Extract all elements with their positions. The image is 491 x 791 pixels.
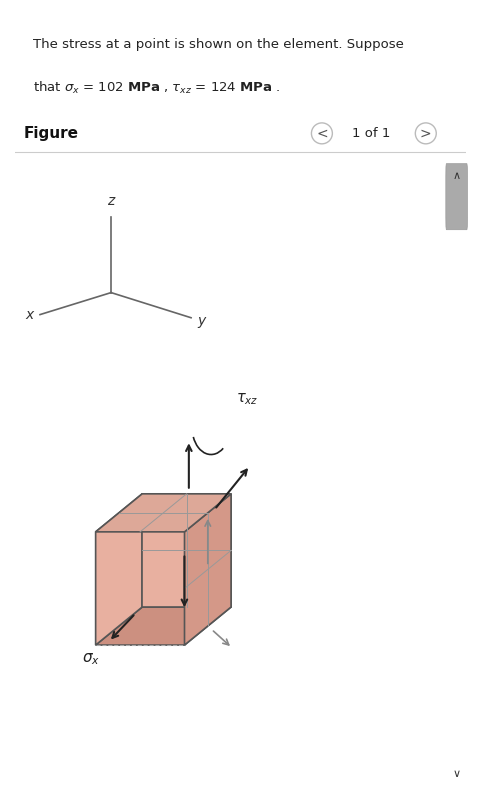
Text: The stress at a point is shown on the element. Suppose: The stress at a point is shown on the el…	[33, 37, 404, 51]
Text: ∨: ∨	[453, 769, 461, 778]
Text: >: >	[420, 127, 432, 140]
Text: 1 of 1: 1 of 1	[353, 127, 391, 140]
Polygon shape	[185, 494, 231, 645]
Text: $\tau_{xz}$: $\tau_{xz}$	[236, 392, 258, 407]
FancyBboxPatch shape	[446, 164, 467, 229]
Text: x: x	[25, 308, 33, 322]
Text: Figure: Figure	[24, 126, 79, 141]
Text: ∧: ∧	[453, 172, 461, 181]
Polygon shape	[96, 494, 231, 532]
Polygon shape	[96, 494, 142, 645]
Text: that $\sigma_x$ = 102 $\mathbf{MPa}$ , $\tau_{xz}$ = 124 $\mathbf{MPa}$ .: that $\sigma_x$ = 102 $\mathbf{MPa}$ , $…	[33, 80, 280, 97]
Text: z: z	[108, 194, 115, 208]
Text: y: y	[198, 314, 206, 328]
Polygon shape	[96, 607, 231, 645]
Polygon shape	[142, 494, 231, 607]
Text: $\sigma_x$: $\sigma_x$	[82, 651, 100, 667]
Text: <: <	[316, 127, 327, 140]
